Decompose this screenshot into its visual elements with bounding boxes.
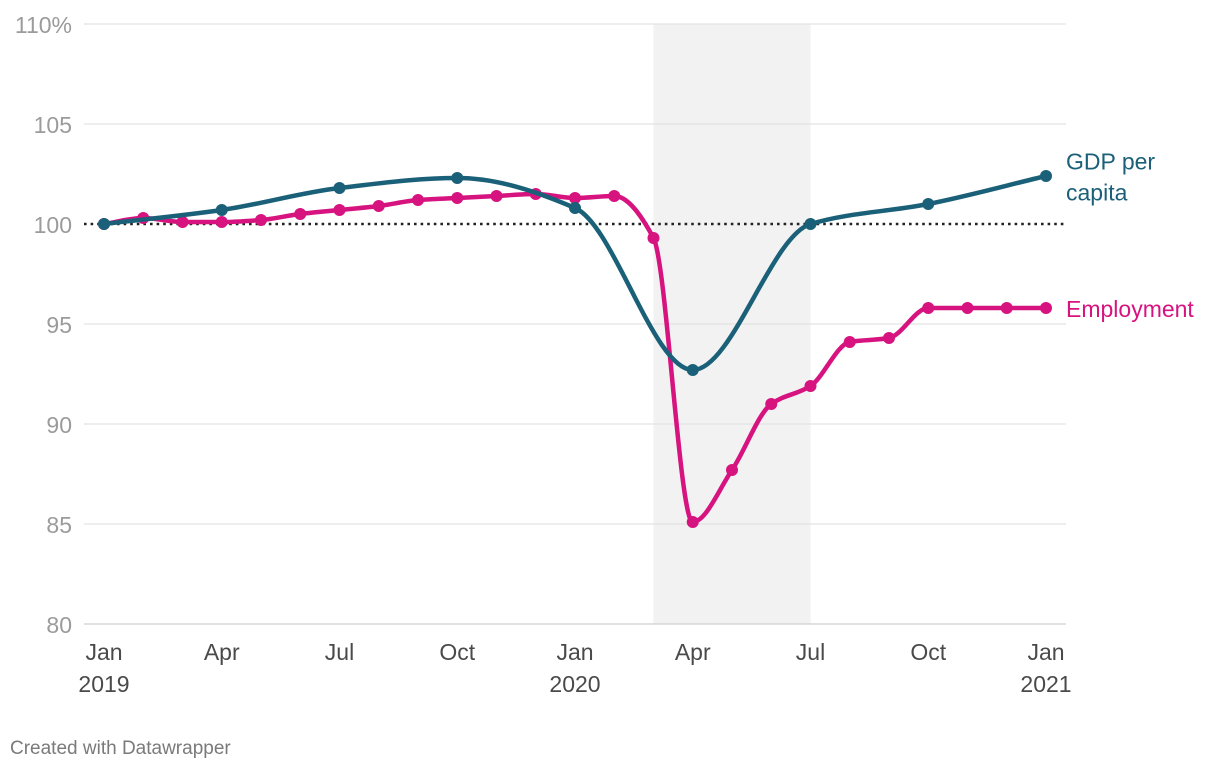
data-point xyxy=(922,198,935,210)
data-point xyxy=(726,464,738,476)
data-point xyxy=(883,332,895,344)
x-tick-label: Apr xyxy=(675,639,711,665)
data-point xyxy=(490,190,503,202)
series-employment xyxy=(98,188,1052,528)
data-point xyxy=(569,202,581,214)
series-label-employment: Employment xyxy=(1066,296,1194,322)
series-line xyxy=(101,173,1049,373)
data-point xyxy=(569,192,581,204)
data-point xyxy=(215,216,228,228)
series-gdp-per-capita xyxy=(98,170,1052,376)
y-axis-tick-labels: 80 85 90 95 100 105 110% xyxy=(15,12,72,638)
data-point xyxy=(922,302,935,314)
data-point xyxy=(647,232,660,244)
series-label-gdp-per-capita: GDP per xyxy=(1066,149,1155,175)
x-tick-label: Jul xyxy=(325,639,354,665)
data-point xyxy=(215,204,228,216)
x-tick-label: Jan xyxy=(1027,639,1064,665)
x-tick-year-label: 2020 xyxy=(549,671,600,697)
series-lines xyxy=(98,170,1052,528)
data-point xyxy=(255,214,267,226)
y-tick-label: 110% xyxy=(15,12,72,38)
x-tick-label: Oct xyxy=(910,639,946,665)
data-point xyxy=(608,190,621,202)
y-tick-label: 90 xyxy=(46,412,72,438)
x-tick-label: Jul xyxy=(796,639,825,665)
data-point xyxy=(686,516,699,528)
gridlines xyxy=(84,23,1066,625)
x-axis-tick-labels: Jan 2019 Apr Jul Oct Jan 2020 Apr Jul Oct Jan 2021 xyxy=(78,639,1071,697)
data-point xyxy=(372,200,385,212)
y-tick-label: 100 xyxy=(34,212,72,238)
y-tick-label: 80 xyxy=(46,612,72,638)
data-point xyxy=(765,398,778,410)
data-point xyxy=(804,218,817,230)
y-tick-label: 105 xyxy=(34,112,72,138)
data-point xyxy=(451,172,464,184)
created-with-credit: Created with Datawrapper xyxy=(10,738,231,759)
data-point xyxy=(333,182,346,194)
x-tick-label: Apr xyxy=(204,639,240,665)
data-point xyxy=(1040,170,1052,182)
data-point xyxy=(961,302,974,314)
x-tick-year-label: 2021 xyxy=(1020,671,1071,697)
series-labels: Employment GDP per capita xyxy=(1066,149,1194,323)
y-tick-label: 85 xyxy=(46,512,72,538)
x-tick-year-label: 2019 xyxy=(78,671,129,697)
data-point xyxy=(1040,302,1052,314)
data-point xyxy=(98,218,110,230)
data-point xyxy=(843,336,856,348)
data-point xyxy=(176,216,189,228)
data-point xyxy=(294,208,307,220)
data-point xyxy=(451,192,464,204)
data-point xyxy=(804,380,817,392)
data-point xyxy=(333,204,346,216)
series-label-gdp-per-capita: capita xyxy=(1066,180,1128,206)
y-tick-label: 95 xyxy=(46,312,72,338)
x-tick-label: Oct xyxy=(439,639,475,665)
series-line xyxy=(101,191,1049,525)
data-point xyxy=(412,194,424,206)
x-tick-label: Jan xyxy=(556,639,593,665)
x-tick-label: Jan xyxy=(85,639,122,665)
data-point xyxy=(1000,302,1013,314)
data-point xyxy=(686,364,699,376)
